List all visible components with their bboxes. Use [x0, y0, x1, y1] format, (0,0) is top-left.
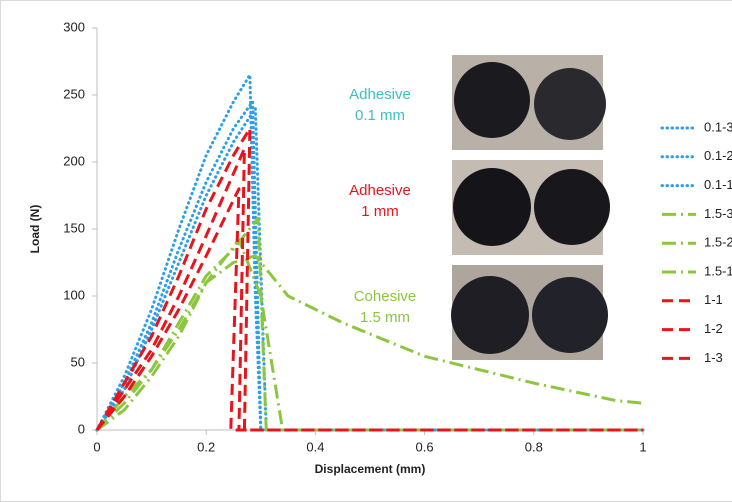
legend-label: 0.1-2 — [704, 148, 732, 163]
annotation: 1.5 mm — [360, 309, 410, 326]
sample — [532, 277, 608, 353]
legend-label: 0.1-3 — [704, 119, 732, 134]
sample — [534, 169, 610, 245]
sample — [453, 168, 531, 246]
x-tick-label: 0.4 — [306, 439, 324, 454]
y-tick-label: 250 — [63, 86, 85, 101]
chart: Displacement (mm) Load (N) 0 50 100 150 200 2… — [0, 0, 732, 502]
y-tick-label: 50 — [71, 354, 85, 369]
legend-label: 1.5-2 — [704, 235, 732, 250]
annotation: Adhesive — [349, 182, 411, 199]
x-tick-label: 0 — [93, 439, 100, 454]
annotation: Adhesive — [349, 86, 411, 103]
x-tick-label: 0.6 — [416, 439, 434, 454]
x-tick-label: 0.2 — [197, 439, 215, 454]
legend-label: 1-1 — [704, 292, 723, 307]
legend-label: 0.1-1 — [704, 177, 732, 192]
photos — [451, 55, 610, 360]
chart-frame — [1, 1, 732, 502]
x-tick-label: 1 — [639, 439, 646, 454]
sample — [451, 276, 529, 354]
y-tick-label: 100 — [63, 287, 85, 302]
y-tick-label: 200 — [63, 153, 85, 168]
y-tick-label: 0 — [78, 421, 85, 436]
y-axis-title: Load (N) — [28, 205, 42, 254]
annotation: Cohesive — [354, 288, 417, 305]
legend-label: 1.5-1 — [704, 263, 732, 278]
annotation: 1 mm — [361, 203, 399, 220]
y-tick-label: 300 — [63, 19, 85, 34]
annotation: 0.1 mm — [355, 107, 405, 124]
y-tick-label: 150 — [63, 220, 85, 235]
sample — [454, 62, 530, 138]
x-tick-label: 0.8 — [525, 439, 543, 454]
x-axis-title: Displacement (mm) — [315, 462, 426, 476]
sample — [534, 68, 606, 140]
legend-label: 1.5-3 — [704, 206, 732, 221]
legend-label: 1-2 — [704, 321, 723, 336]
legend-label: 1-3 — [704, 350, 723, 365]
